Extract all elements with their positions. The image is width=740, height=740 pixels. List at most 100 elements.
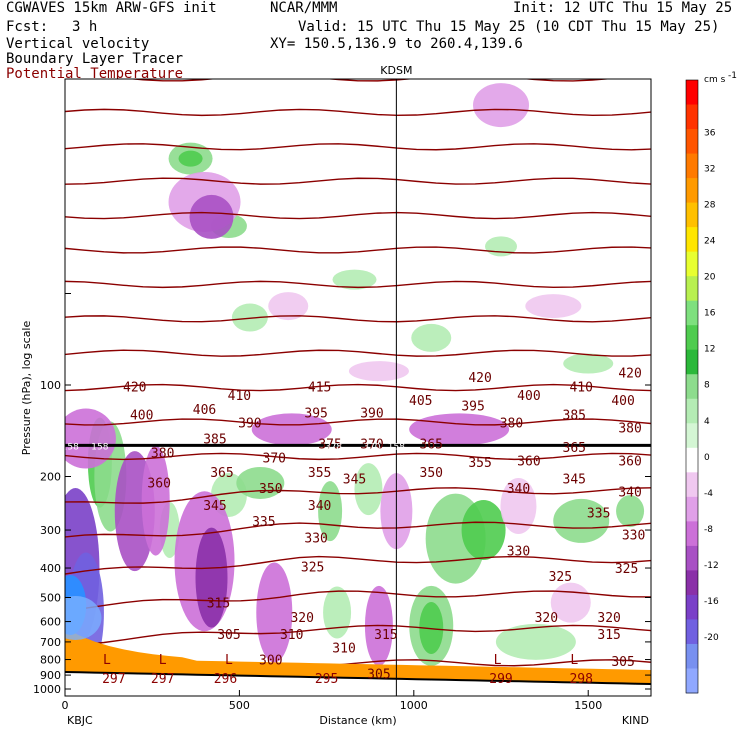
colorbar-level-label: 12 (704, 345, 715, 355)
theta-contour (65, 6, 651, 12)
theta-contour (65, 177, 651, 185)
w-contour-fill (485, 236, 518, 257)
colorbar-unit: cm s (704, 75, 726, 85)
theta-label: 420 (618, 367, 641, 382)
colorbar-level-label: 32 (704, 164, 715, 174)
theta-label: 310 (280, 628, 303, 643)
theta-label: 305 (611, 655, 634, 670)
theta-label: 325 (301, 561, 324, 576)
theta-contour (65, 487, 651, 504)
colorbar-frame (685, 79, 699, 694)
theta-label: 415 (308, 380, 331, 395)
w-contour-fill (563, 353, 614, 374)
theta-contour (65, 211, 651, 220)
theta-contour (65, 108, 651, 117)
colorbar-swatch (686, 104, 698, 130)
colorbar-level-label: 24 (704, 236, 716, 246)
theta-label: 400 (611, 394, 634, 409)
colorbar-swatch (686, 251, 698, 277)
tropopause-label: 370 (363, 442, 380, 452)
theta-contour (65, 246, 651, 254)
theta-label: 335 (587, 507, 610, 522)
org-label: NCAR/MMM (270, 0, 338, 16)
w-contour-fill (268, 292, 309, 321)
tropopause-label: 158 (388, 442, 405, 452)
theta-label: 365 (210, 466, 233, 481)
y-tick-label: 700 (40, 636, 61, 649)
colorbar-swatch (686, 398, 698, 424)
fcst-value: 3 h (72, 19, 98, 35)
y-tick-label: 800 (40, 654, 61, 667)
theta-label: 350 (420, 466, 443, 481)
theta-contour (65, 590, 651, 612)
theta-label: 345 (203, 499, 226, 514)
xy-range: XY= 150.5,136.9 to 260.4,139.6 (270, 36, 523, 52)
theta-label: 340 (507, 482, 530, 497)
colorbar-swatch (686, 80, 698, 106)
colorbar-swatch (686, 349, 698, 375)
theta-label: 345 (343, 472, 366, 487)
theta-contour (65, 315, 651, 323)
theta-contour (65, 383, 651, 392)
colorbar-swatch (686, 227, 698, 253)
w-contour-fill (461, 500, 506, 561)
theta-label: 405 (409, 394, 432, 409)
colorbar-level-label: 36 (704, 128, 716, 138)
field-theta: Potential Temperature (6, 66, 184, 82)
w-contour-fill (525, 294, 582, 319)
theta-label: 390 (238, 417, 261, 432)
x-tick-label: 1000 (400, 699, 428, 712)
theta-label: 320 (535, 611, 558, 626)
theta-label: 370 (263, 451, 286, 466)
theta-contour (65, 418, 651, 426)
theta-label: 380 (151, 447, 174, 462)
low-marker: L (570, 653, 578, 668)
surface-theta-label: 298 (569, 672, 592, 687)
plot-frame (64, 78, 652, 697)
colorbar-swatch (686, 374, 698, 400)
surface-theta-label: 297 (102, 672, 125, 687)
colorbar-level-label: 4 (704, 417, 710, 427)
theta-label: 360 (618, 454, 641, 469)
theta-label: 325 (549, 570, 572, 585)
x-axis-title: Distance (km) (319, 714, 396, 727)
theta-label: 400 (517, 389, 540, 404)
theta-label: 315 (597, 628, 620, 643)
colorbar-swatch (686, 643, 698, 669)
theta-label: 390 (360, 406, 383, 421)
w-contour-fill (189, 194, 234, 239)
colorbar-swatch (686, 276, 698, 302)
colorbar-level-label: -12 (704, 561, 719, 571)
w-contour-fill (473, 83, 530, 128)
colorbar-level-label: 16 (704, 309, 716, 319)
y-axis-title: Pressure (hPa), log scale (20, 321, 33, 456)
theta-label: 365 (420, 438, 443, 453)
theta-label: 305 (367, 667, 390, 682)
low-marker: L (225, 653, 233, 668)
terrain-line (65, 671, 651, 685)
colorbar-swatch (686, 178, 698, 204)
colorbar-swatch (686, 325, 698, 351)
theta-label: 330 (507, 544, 530, 559)
bl-tracer-fill (65, 628, 651, 684)
w-contour-fill (354, 463, 383, 516)
theta-label: 380 (500, 417, 523, 432)
colorbar-swatch (686, 594, 698, 620)
colorbar-level-label: -4 (704, 489, 713, 499)
y-tick-label: 1000 (33, 683, 61, 696)
theta-label: 360 (517, 454, 540, 469)
colorbar-swatch (686, 300, 698, 326)
y-tick-label: 400 (40, 562, 61, 575)
colorbar-swatch (686, 545, 698, 571)
model-title: CGWAVES 15km ARW-GFS init (6, 0, 217, 16)
theta-label: 315 (374, 628, 397, 643)
theta-contour (65, 521, 651, 538)
theta-label: 410 (569, 380, 592, 395)
theta-contour (65, 452, 651, 461)
theta-label: 320 (597, 611, 620, 626)
theta-contour (65, 143, 651, 151)
colorbar-swatch (686, 423, 698, 449)
theta-contour (65, 624, 651, 646)
theta-label: 375 (318, 438, 341, 453)
